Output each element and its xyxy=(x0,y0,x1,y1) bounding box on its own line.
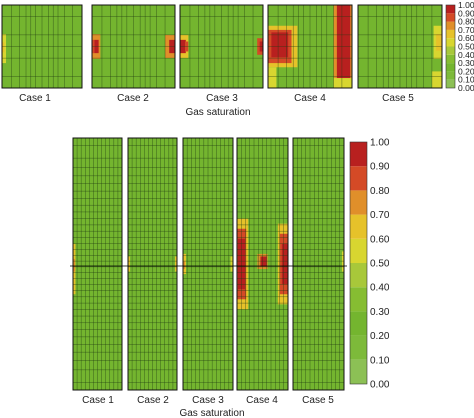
bottom-colorbar-tick-label: 0.50 xyxy=(370,259,390,270)
top-panel-case-3-frame xyxy=(179,4,264,89)
bottom-colorbar: 0.00 0.10 0.20 0.30 0.40 0.50 0.60 0.70 0.80 0.90… xyxy=(349,138,390,391)
top-xlabel: Gas saturation xyxy=(185,107,250,118)
bottom-panel-case-5 xyxy=(292,137,345,391)
top-panel-case-1-cell xyxy=(2,42,5,53)
bottom-panel-case-5-cell xyxy=(341,251,344,272)
top-case-4-label: Case 4 xyxy=(294,93,326,104)
top-colorbar-swatch xyxy=(446,13,455,22)
bottom-colorbar-tick-label: 0.10 xyxy=(370,355,390,366)
bottom-xlabel: Gas saturation xyxy=(179,408,244,418)
bottom-colorbar-tick-label: 0.00 xyxy=(370,380,390,391)
top-colorbar-tick-label: 0.90 xyxy=(458,8,474,18)
bottom-colorbar-tick-label: 0.80 xyxy=(370,186,390,197)
bottom-case-1-label: Case 1 xyxy=(82,395,114,406)
bottom-colorbar-tick-label: 0.40 xyxy=(370,283,390,294)
bottom-panel-case-2-cell xyxy=(128,256,130,272)
bottom-panel-case-4-cell xyxy=(260,256,267,267)
top-colorbar-tick-label: 1.00 xyxy=(458,0,474,10)
bottom-case-3-label: Case 3 xyxy=(192,395,224,406)
top-colorbar-tick-label: 0.00 xyxy=(458,83,474,93)
top-panel-case-3 xyxy=(179,4,264,89)
bottom-colorbar-tick-label: 0.60 xyxy=(370,234,390,245)
top-colorbar-swatch xyxy=(446,71,455,80)
bottom-panel-case-1-cell xyxy=(73,258,75,272)
bottom-panel-case-4 xyxy=(236,137,289,391)
bottom-labels: Case 1 Case 2 Case 3 Case 4 Case 5 Gas s… xyxy=(82,395,334,418)
top-colorbar-tick-label: 0.40 xyxy=(458,50,474,60)
top-panel-case-4-cell xyxy=(268,67,277,88)
top-panel-case-1 xyxy=(1,4,83,89)
top-colorbar-tick-label: 0.70 xyxy=(458,25,474,35)
top-case-1-label: Case 1 xyxy=(19,93,51,104)
bottom-colorbar-swatch xyxy=(350,287,367,312)
bottom-colorbar-tick-label: 0.30 xyxy=(370,307,390,318)
bottom-colorbar-swatch xyxy=(350,359,367,384)
top-colorbar-tick-label: 0.60 xyxy=(458,33,474,43)
top-panel-case-4-cell xyxy=(333,78,352,88)
bottom-colorbar-tick-label: 1.00 xyxy=(370,138,390,149)
top-labels: Case 1 Case 2 Case 3 Case 4 Case 5 Gas s… xyxy=(19,93,414,118)
bottom-case-2-label: Case 2 xyxy=(137,395,169,406)
top-colorbar-swatch xyxy=(446,21,455,30)
top-colorbar-frame xyxy=(445,4,456,89)
bottom-case-5-label: Case 5 xyxy=(302,395,334,406)
bottom-colorbar-tick-label: 0.20 xyxy=(370,331,390,342)
top-panel-case-5 xyxy=(357,4,443,89)
bottom-panel-case-3-cell xyxy=(183,261,185,270)
top-colorbar-tick-label: 0.10 xyxy=(458,75,474,85)
bottom-panel-case-4-cell xyxy=(281,243,288,285)
bottom-colorbar-swatch xyxy=(350,238,367,263)
bottom-panel-case-1-frame xyxy=(72,137,123,391)
top-panel-case-2-frame xyxy=(91,4,176,89)
bottom-panels xyxy=(70,137,347,391)
top-panel-case-4 xyxy=(267,4,353,89)
top-panel-case-5-frame xyxy=(357,4,443,89)
top-panel-case-1-frame xyxy=(1,4,83,89)
top-panel-case-5-cell xyxy=(436,34,442,51)
top-panel-case-4-cell xyxy=(271,32,289,58)
top-colorbar-tick-label: 0.80 xyxy=(458,17,474,27)
top-panel-case-4-frame xyxy=(267,4,353,89)
bottom-colorbar-swatch xyxy=(350,263,367,288)
bottom-colorbar-frame xyxy=(349,141,368,385)
top-panel-case-2 xyxy=(91,4,176,89)
top-colorbar-tick-label: 0.20 xyxy=(458,66,474,76)
top-colorbar-swatch xyxy=(446,46,455,55)
top-colorbar-tick-label: 0.50 xyxy=(458,41,474,51)
bottom-colorbar-swatch xyxy=(350,214,367,239)
bottom-panel-case-4-cell xyxy=(238,238,246,290)
bottom-panel-case-3 xyxy=(182,137,234,391)
bottom-panel-case-2-cell xyxy=(175,256,177,272)
bottom-panel-case-2 xyxy=(127,137,178,391)
top-colorbar-swatch xyxy=(446,38,455,47)
top-colorbar-tick-label: 0.30 xyxy=(458,58,474,68)
top-colorbar: 0.000.100.200.300.400.500.600.700.800.90… xyxy=(445,0,474,93)
top-panels xyxy=(1,4,443,89)
bottom-colorbar-tick-label: 0.70 xyxy=(370,210,390,221)
bottom-panel-case-4-frame xyxy=(236,137,289,391)
bottom-panel-case-1 xyxy=(72,137,123,391)
top-colorbar-swatch xyxy=(446,63,455,72)
bottom-panel-case-3-frame xyxy=(182,137,234,391)
bottom-colorbar-swatch xyxy=(350,190,367,215)
bottom-colorbar-swatch xyxy=(350,166,367,191)
top-panel-case-4-cell xyxy=(336,5,351,84)
top-case-3-label: Case 3 xyxy=(206,93,238,104)
bottom-panel-case-5-frame xyxy=(292,137,345,391)
bottom-panel-case-3-cell xyxy=(230,256,233,272)
bottom-colorbar-swatch xyxy=(350,335,367,360)
bottom-colorbar-swatch xyxy=(350,311,367,336)
top-colorbar-swatch xyxy=(446,5,455,14)
top-colorbar-swatch xyxy=(446,79,455,88)
top-colorbar-swatch xyxy=(446,54,455,64)
top-colorbar-swatch xyxy=(446,29,455,39)
bottom-panel-case-2-frame xyxy=(127,137,178,391)
bottom-case-4-label: Case 4 xyxy=(246,395,278,406)
top-case-5-label: Case 5 xyxy=(382,93,414,104)
top-case-2-label: Case 2 xyxy=(117,93,149,104)
bottom-colorbar-tick-label: 0.90 xyxy=(370,162,390,173)
bottom-colorbar-swatch xyxy=(350,142,367,167)
top-panel-case-5-cell xyxy=(431,71,442,88)
